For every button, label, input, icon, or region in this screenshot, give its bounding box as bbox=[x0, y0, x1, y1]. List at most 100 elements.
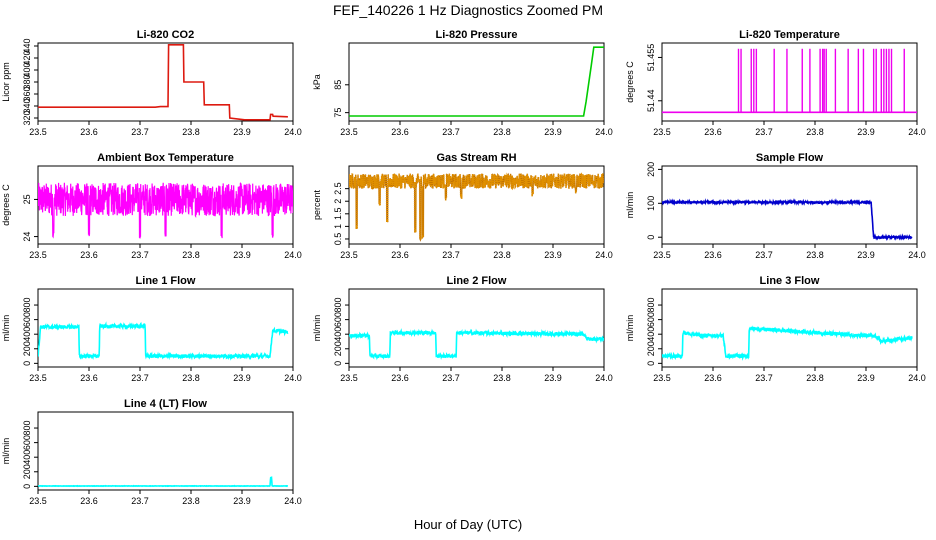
series-line bbox=[38, 321, 289, 361]
x-tick-label: 23.5 bbox=[653, 373, 671, 383]
x-tick-label: 23.8 bbox=[493, 373, 511, 383]
x-tick-label: 23.5 bbox=[29, 127, 47, 137]
panel-title: Line 1 Flow bbox=[136, 275, 196, 287]
x-tick-label: 23.9 bbox=[233, 250, 251, 260]
panel-4: Gas Stream RH percent 23.5 23.6 23.7 23.8 23.9… bbox=[312, 152, 613, 260]
y-tick-label: 600 bbox=[22, 312, 32, 327]
y-tick-label: 400 bbox=[333, 327, 343, 342]
y-tick-label: 400 bbox=[22, 62, 32, 77]
x-tick-label: 23.6 bbox=[704, 373, 722, 383]
plot-frame bbox=[37, 42, 294, 122]
y-axis-label: percent bbox=[312, 189, 322, 220]
x-tick-label: 23.8 bbox=[493, 127, 511, 137]
x-tick-label: 23.7 bbox=[131, 250, 149, 260]
x-tick-label: 24.0 bbox=[284, 127, 302, 137]
x-tick-label: 23.6 bbox=[704, 250, 722, 260]
y-axis-label: ml/min bbox=[1, 315, 11, 342]
x-tick-label: 23.7 bbox=[442, 250, 460, 260]
data-layer bbox=[349, 328, 604, 361]
series-line bbox=[349, 46, 604, 117]
x-tick-label: 23.6 bbox=[80, 250, 98, 260]
panel-title: Ambient Box Temperature bbox=[97, 152, 234, 164]
x-tick-label: 23.5 bbox=[653, 250, 671, 260]
plot-frame bbox=[37, 411, 294, 491]
panel-3: Ambient Box Temperature degrees C 23.5 23.6… bbox=[1, 152, 302, 260]
x-tick-label: 24.0 bbox=[908, 373, 926, 383]
x-tick-label: 23.8 bbox=[182, 250, 200, 260]
y-tick-label: 200 bbox=[646, 162, 656, 177]
data-layer bbox=[662, 198, 913, 242]
x-tick-label: 23.5 bbox=[29, 250, 47, 260]
panel-title: Line 3 Flow bbox=[760, 275, 820, 287]
x-tick-label: 23.8 bbox=[182, 373, 200, 383]
x-tick-label: 23.9 bbox=[857, 127, 875, 137]
plot-frame bbox=[661, 288, 918, 368]
x-tick-label: 23.9 bbox=[233, 373, 251, 383]
y-axis-label: kPa bbox=[312, 74, 322, 90]
series-line bbox=[38, 476, 289, 488]
x-tick-label: 23.6 bbox=[391, 127, 409, 137]
data-layer bbox=[38, 43, 288, 121]
panel-title: Gas Stream RH bbox=[436, 152, 516, 164]
panel-title: Li-820 Pressure bbox=[436, 29, 518, 41]
y-axis-label: degrees C bbox=[625, 61, 635, 103]
series-line bbox=[38, 43, 288, 121]
x-tick-label: 23.5 bbox=[29, 496, 47, 506]
y-tick-label: 25 bbox=[22, 194, 32, 204]
x-tick-label: 23.9 bbox=[857, 373, 875, 383]
x-tick-label: 23.5 bbox=[653, 127, 671, 137]
data-layer bbox=[38, 476, 289, 488]
y-axis-label: Licor ppm bbox=[1, 62, 11, 102]
x-tick-label: 23.6 bbox=[80, 127, 98, 137]
x-tick-label: 23.6 bbox=[80, 496, 98, 506]
series-points bbox=[349, 171, 604, 243]
y-tick-label: 600 bbox=[646, 312, 656, 327]
x-tick-label: 23.9 bbox=[544, 373, 562, 383]
x-tick-label: 23.7 bbox=[755, 127, 773, 137]
x-tick-label: 24.0 bbox=[284, 496, 302, 506]
y-axis-label: ml/min bbox=[625, 315, 635, 342]
data-layer bbox=[662, 325, 913, 361]
panel-title: Li-820 CO2 bbox=[137, 29, 194, 41]
panel-2: Li-820 Temperature degrees C 23.5 23.6 23.7 2… bbox=[625, 29, 926, 137]
panel-title: Line 4 (LT) Flow bbox=[124, 398, 207, 410]
x-tick-label: 23.5 bbox=[340, 127, 358, 137]
y-tick-label: 400 bbox=[22, 327, 32, 342]
y-tick-label: 600 bbox=[22, 435, 32, 450]
x-tick-label: 23.5 bbox=[340, 250, 358, 260]
x-tick-label: 24.0 bbox=[595, 127, 613, 137]
panel-8: Line 3 Flow ml/min 23.5 23.6 23.7 23.8 23.9 24.… bbox=[625, 275, 926, 383]
x-tick-label: 23.7 bbox=[131, 127, 149, 137]
y-tick-label: 340 bbox=[22, 98, 32, 113]
y-tick-label: 85 bbox=[333, 80, 343, 90]
data-layer bbox=[38, 321, 289, 361]
panel-1: Li-820 Pressure kPa 23.5 23.6 23.7 23.8 23.9 24… bbox=[312, 29, 613, 137]
y-tick-label: 200 bbox=[333, 341, 343, 356]
y-tick-label: 800 bbox=[333, 298, 343, 313]
plot-frame bbox=[661, 165, 918, 245]
y-axis-label: degrees C bbox=[1, 184, 11, 226]
y-tick-label: 0 bbox=[22, 484, 32, 489]
data-layer bbox=[38, 181, 293, 239]
plot-frame bbox=[661, 42, 918, 122]
series-line bbox=[662, 198, 913, 242]
panel-5: Sample Flow ml/min 23.5 23.6 23.7 23.8 23.9 24.… bbox=[625, 152, 926, 260]
panel-title: Line 2 Flow bbox=[447, 275, 507, 287]
y-tick-label: 51.455 bbox=[646, 44, 656, 72]
x-tick-label: 23.9 bbox=[544, 250, 562, 260]
x-tick-label: 24.0 bbox=[908, 127, 926, 137]
x-tick-label: 24.0 bbox=[284, 373, 302, 383]
x-tick-label: 23.7 bbox=[442, 127, 460, 137]
y-tick-label: 400 bbox=[22, 450, 32, 465]
plot-frame bbox=[348, 288, 605, 368]
y-tick-label: 200 bbox=[22, 341, 32, 356]
y-tick-label: 800 bbox=[22, 298, 32, 313]
x-tick-label: 23.8 bbox=[806, 373, 824, 383]
x-tick-label: 23.5 bbox=[29, 373, 47, 383]
x-tick-label: 23.9 bbox=[544, 127, 562, 137]
y-axis-label: ml/min bbox=[312, 315, 322, 342]
y-tick-label: 200 bbox=[646, 341, 656, 356]
panel-6: Line 1 Flow ml/min 23.5 23.6 23.7 23.8 23.9 24.… bbox=[1, 275, 302, 383]
x-tick-label: 23.9 bbox=[233, 127, 251, 137]
